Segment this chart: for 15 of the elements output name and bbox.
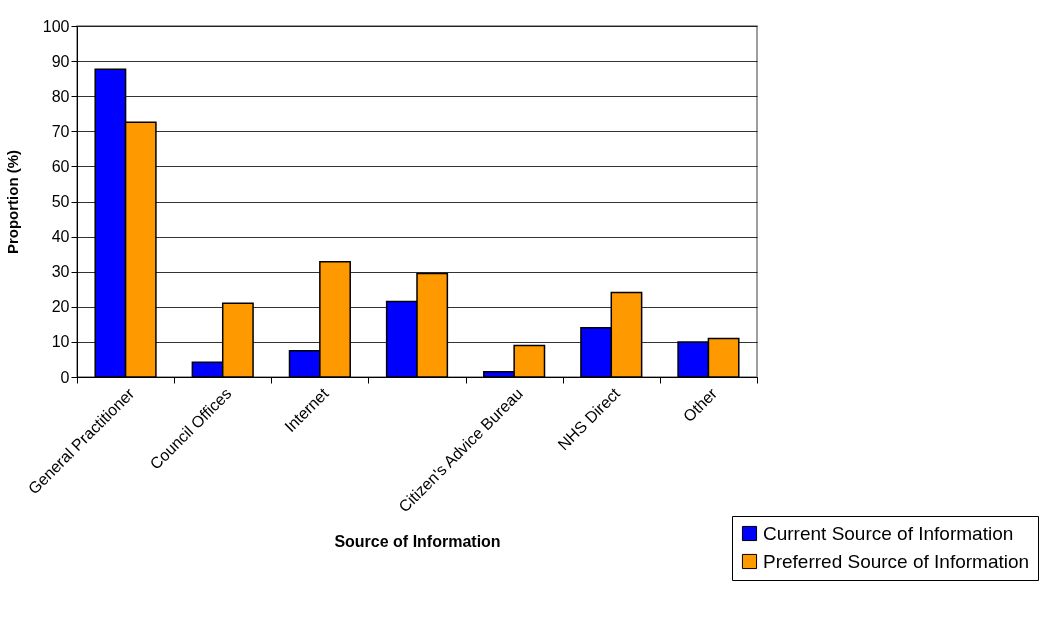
y-tick-label: 0 <box>60 368 70 386</box>
y-tick-label: 60 <box>51 157 70 175</box>
y-tick-label: 30 <box>51 263 70 281</box>
y-tick-label: 70 <box>51 122 70 140</box>
y-tick-label: 90 <box>51 52 70 70</box>
y-tick-label: 50 <box>51 193 70 210</box>
y-tick-label: 40 <box>51 228 70 246</box>
legend-label: Current Source of Information <box>763 522 1014 544</box>
y-tick-label: 10 <box>51 333 70 351</box>
y-tick-label: 80 <box>51 87 70 105</box>
y-axis-title: Proportion (%) <box>3 149 21 255</box>
x-axis-title: Source of Information <box>334 532 501 550</box>
y-tick-label: 100 <box>42 17 70 35</box>
y-tick-label: 20 <box>51 298 70 316</box>
legend-label: Preferred Source of Information <box>763 550 1030 572</box>
